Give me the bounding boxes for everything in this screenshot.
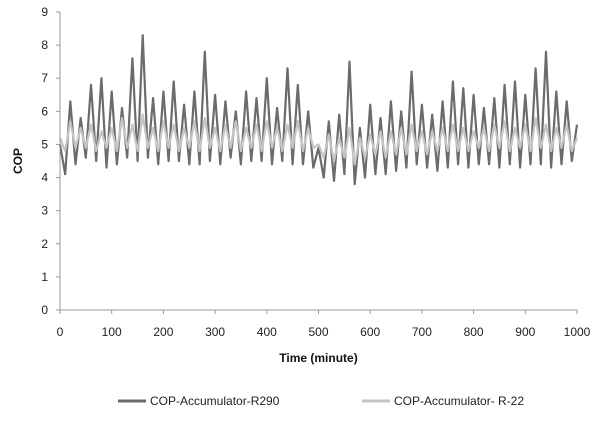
x-tick-label: 1000 [564,325,591,339]
y-tick-label: 8 [41,38,48,52]
x-tick-label: 300 [205,325,225,339]
x-tick-label: 400 [257,325,277,339]
y-tick-label: 1 [41,270,48,284]
y-tick-label: 4 [41,171,48,185]
legend: COP-Accumulator-R290 COP-Accumulator- R-2… [118,394,524,408]
series-layer [58,34,579,186]
y-tick-label: 0 [41,303,48,317]
legend-label-1: COP-Accumulator-R290 [150,394,280,408]
x-tick-label: 900 [515,325,535,339]
x-axis-title: Time (minute) [279,351,357,365]
x-tick-label: 100 [102,325,122,339]
series-line-1 [58,34,579,186]
x-tick-label: 0 [57,325,64,339]
x-tick-label: 200 [153,325,173,339]
y-tick-label: 3 [41,204,48,218]
legend-label-2: COP-Accumulator- R-22 [394,394,524,408]
y-tick-label: 7 [41,71,48,85]
series-line-2 [58,113,579,166]
x-tick-label: 700 [412,325,432,339]
x-tick-label: 800 [464,325,484,339]
x-axis-ticks: 0 100 200 300 400 500 600 700 800 900 1000 [57,310,591,339]
y-axis-title: COP [11,148,25,174]
y-tick-label: 9 [41,5,48,19]
x-tick-label: 500 [308,325,328,339]
y-axis-ticks: 0 1 2 3 4 5 6 7 8 9 [41,5,60,317]
y-tick-label: 6 [41,104,48,118]
y-tick-label: 5 [41,137,48,151]
x-tick-label: 600 [360,325,380,339]
y-tick-label: 2 [41,237,48,251]
